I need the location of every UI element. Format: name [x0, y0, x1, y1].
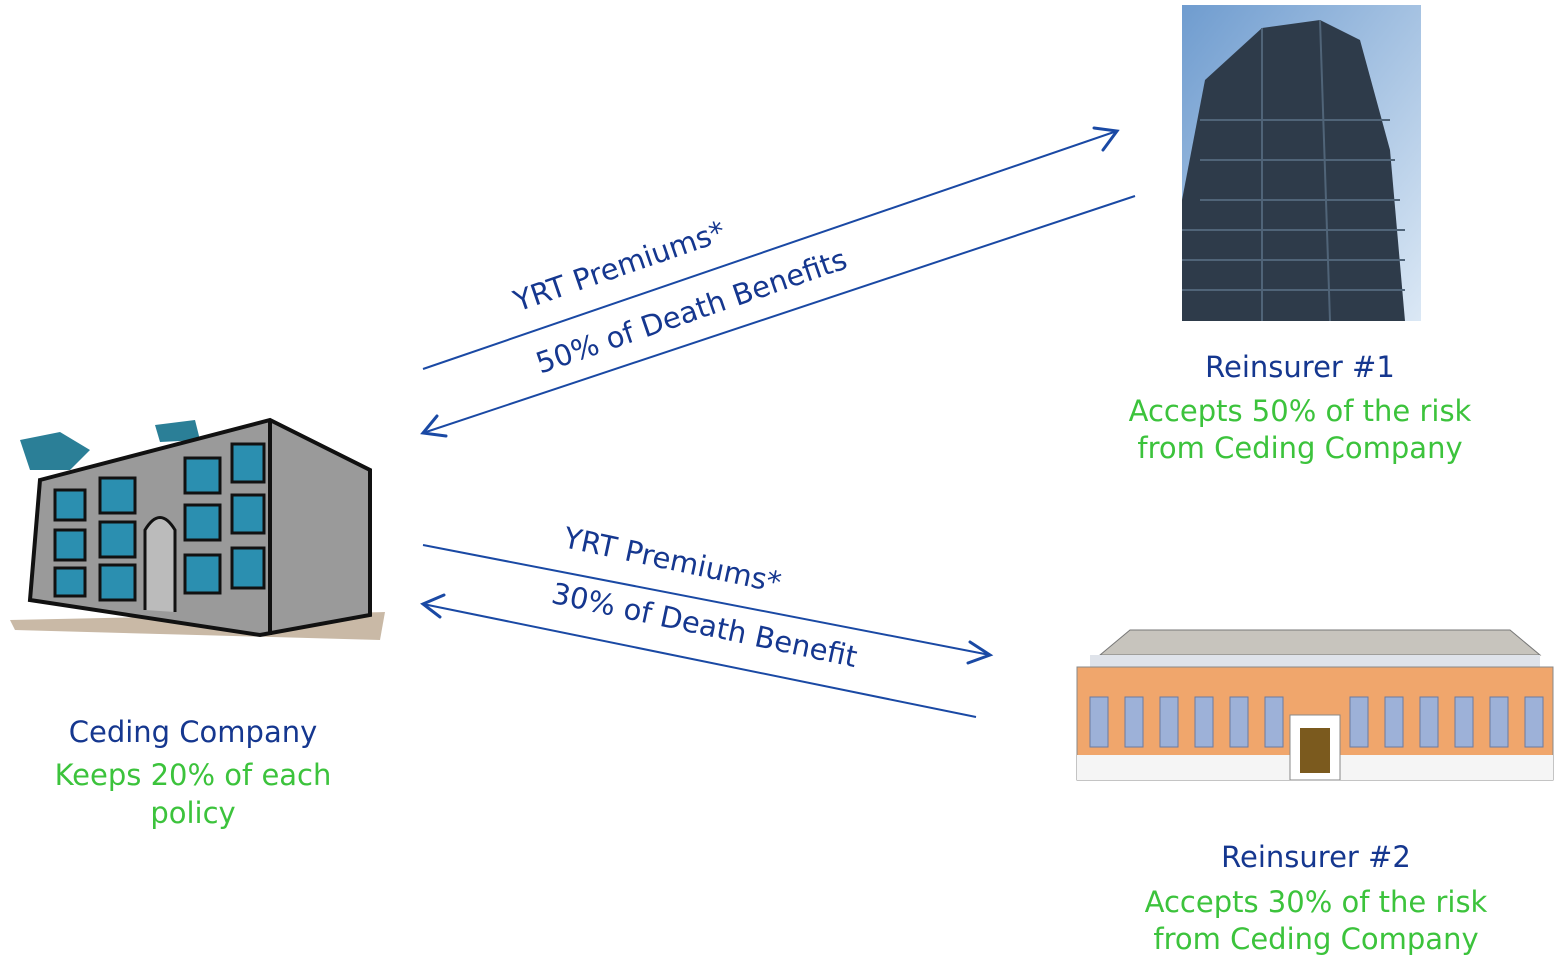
node-label: Reinsurer #2: [1221, 840, 1411, 874]
arrowhead: [420, 414, 448, 438]
node-description: Accepts 30% of the risk: [1145, 885, 1488, 919]
node-description: from Ceding Company: [1153, 922, 1478, 956]
arrowhead: [966, 640, 994, 665]
arrow: [422, 544, 991, 656]
node-description: Accepts 50% of the risk: [1129, 394, 1472, 428]
flow-label: 30% of Death Benefit: [549, 576, 861, 674]
node-label: Ceding Company: [69, 715, 318, 749]
node-label: Reinsurer #1: [1205, 350, 1395, 384]
ceding-building: [10, 417, 385, 640]
arrow: [422, 603, 977, 718]
arrows: [420, 126, 1136, 718]
arrowhead: [420, 593, 446, 619]
museum-building: [1076, 629, 1554, 781]
node-description: from Ceding Company: [1137, 431, 1462, 465]
node-description: policy: [150, 796, 235, 830]
node-description: Keeps 20% of each: [55, 758, 332, 792]
arrowhead: [1092, 126, 1120, 152]
arrow: [422, 195, 1136, 434]
arrow: [422, 130, 1118, 370]
tower-photo: [1182, 5, 1421, 322]
